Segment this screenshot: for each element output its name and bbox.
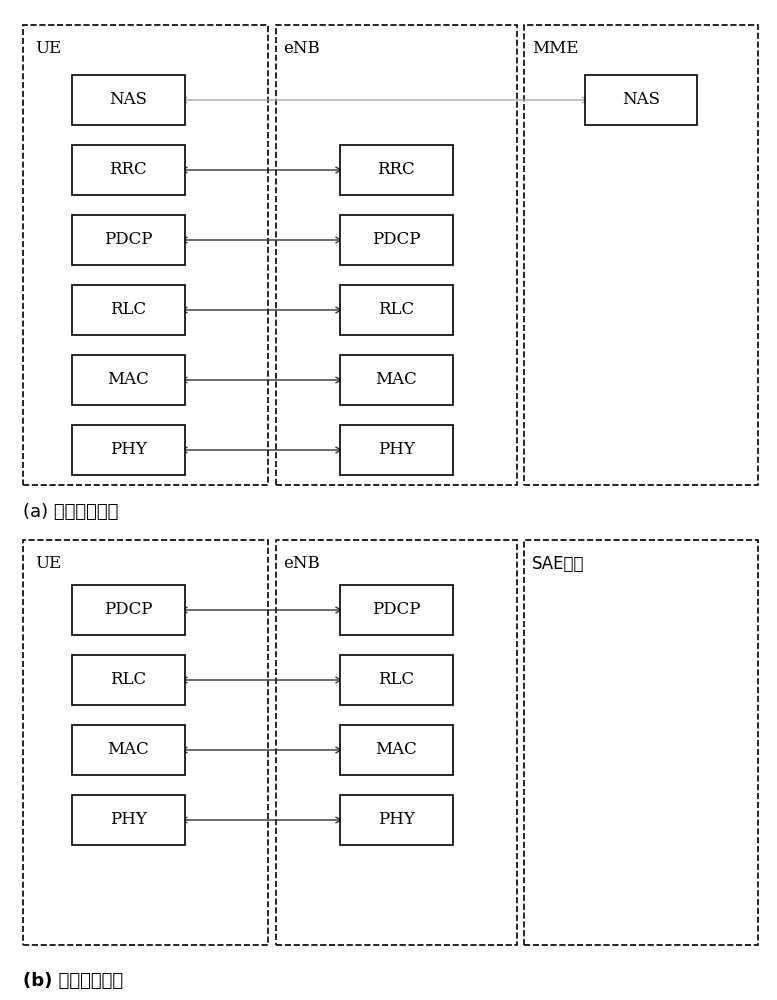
- Text: UE: UE: [35, 555, 61, 572]
- Text: MAC: MAC: [375, 742, 417, 758]
- Text: PHY: PHY: [110, 812, 147, 828]
- Text: MME: MME: [532, 40, 579, 57]
- Text: MAC: MAC: [107, 742, 149, 758]
- Bar: [584, 75, 698, 125]
- Bar: [276, 25, 517, 485]
- Text: RRC: RRC: [110, 161, 147, 178]
- Text: RRC: RRC: [378, 161, 415, 178]
- Bar: [524, 25, 758, 485]
- Text: PDCP: PDCP: [104, 232, 152, 248]
- Text: (b) 用户面协议栈: (b) 用户面协议栈: [23, 972, 124, 990]
- Bar: [340, 425, 452, 475]
- Bar: [276, 540, 517, 945]
- Bar: [72, 355, 184, 405]
- Bar: [72, 285, 184, 335]
- Text: MAC: MAC: [375, 371, 417, 388]
- Bar: [340, 285, 452, 335]
- Bar: [524, 540, 758, 945]
- Text: UE: UE: [35, 40, 61, 57]
- Text: RLC: RLC: [110, 672, 146, 688]
- Text: NAS: NAS: [622, 92, 660, 108]
- Bar: [23, 540, 268, 945]
- Text: NAS: NAS: [110, 92, 147, 108]
- Bar: [72, 215, 184, 265]
- Bar: [340, 795, 452, 845]
- Bar: [340, 655, 452, 705]
- Bar: [340, 355, 452, 405]
- Text: RLC: RLC: [110, 302, 146, 318]
- Text: eNB: eNB: [284, 40, 320, 57]
- Bar: [72, 425, 184, 475]
- Text: PDCP: PDCP: [104, 601, 152, 618]
- Bar: [72, 655, 184, 705]
- Bar: [340, 585, 452, 635]
- Text: RLC: RLC: [378, 302, 414, 318]
- Text: SAE网关: SAE网关: [532, 555, 585, 573]
- Text: PHY: PHY: [378, 442, 415, 458]
- Bar: [340, 725, 452, 775]
- Text: (a) 控制面协议栈: (a) 控制面协议栈: [23, 503, 119, 521]
- Text: PHY: PHY: [110, 442, 147, 458]
- Bar: [72, 585, 184, 635]
- Text: PHY: PHY: [378, 812, 415, 828]
- Bar: [72, 795, 184, 845]
- Text: RLC: RLC: [378, 672, 414, 688]
- Bar: [72, 145, 184, 195]
- Text: PDCP: PDCP: [372, 601, 420, 618]
- Bar: [72, 75, 184, 125]
- Bar: [23, 25, 268, 485]
- Text: PDCP: PDCP: [372, 232, 420, 248]
- Bar: [72, 725, 184, 775]
- Bar: [340, 215, 452, 265]
- Text: eNB: eNB: [284, 555, 320, 572]
- Bar: [340, 145, 452, 195]
- Text: MAC: MAC: [107, 371, 149, 388]
